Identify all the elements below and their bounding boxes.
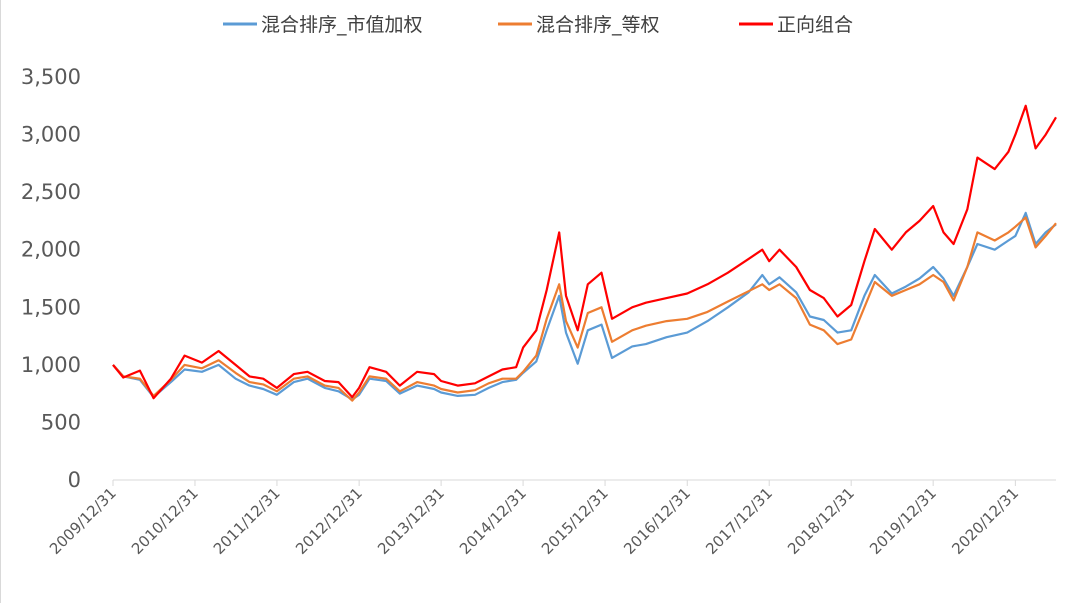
x-tick-label: 2009/12/31 <box>46 484 120 558</box>
series-line-2 <box>112 104 1057 400</box>
legend-label: 正向组合 <box>777 14 853 36</box>
series-line-1 <box>112 216 1057 402</box>
series-layer <box>112 104 1057 402</box>
x-tick-label: 2010/12/31 <box>128 484 202 558</box>
legend-label: 混合排序_市值加权 <box>261 14 423 36</box>
y-tick-label: 1,500 <box>21 295 81 319</box>
y-tick-label: 1,000 <box>21 353 81 377</box>
y-tick-label: 0 <box>68 468 81 492</box>
series-line-0 <box>112 211 1057 401</box>
x-tick-label: 2011/12/31 <box>210 484 284 558</box>
x-tick-label: 2014/12/31 <box>456 484 530 558</box>
y-axis: 0 500 1,000 1,500 2,000 2,500 3,000 3,500 <box>21 65 81 492</box>
legend: 混合排序_市值加权 混合排序_等权 正向组合 <box>223 14 853 36</box>
x-tick-label: 2017/12/31 <box>702 484 776 558</box>
y-tick-label: 2,500 <box>21 180 81 204</box>
y-tick-label: 3,500 <box>21 65 81 89</box>
x-axis: 2009/12/31 2010/12/31 2011/12/31 2012/12/31… <box>46 479 1056 558</box>
legend-label: 混合排序_等权 <box>536 14 660 36</box>
x-tick-label: 2012/12/31 <box>292 484 366 558</box>
x-tick-label: 2016/12/31 <box>620 484 694 558</box>
y-tick-label: 2,000 <box>21 238 81 262</box>
x-tick-label: 2018/12/31 <box>784 484 858 558</box>
x-tick-label: 2020/12/31 <box>948 484 1022 558</box>
y-tick-label: 500 <box>41 410 81 434</box>
x-tick-label: 2013/12/31 <box>374 484 448 558</box>
x-tick-label: 2019/12/31 <box>866 484 940 558</box>
x-tick-label: 2015/12/31 <box>538 484 612 558</box>
y-tick-label: 3,000 <box>21 123 81 147</box>
